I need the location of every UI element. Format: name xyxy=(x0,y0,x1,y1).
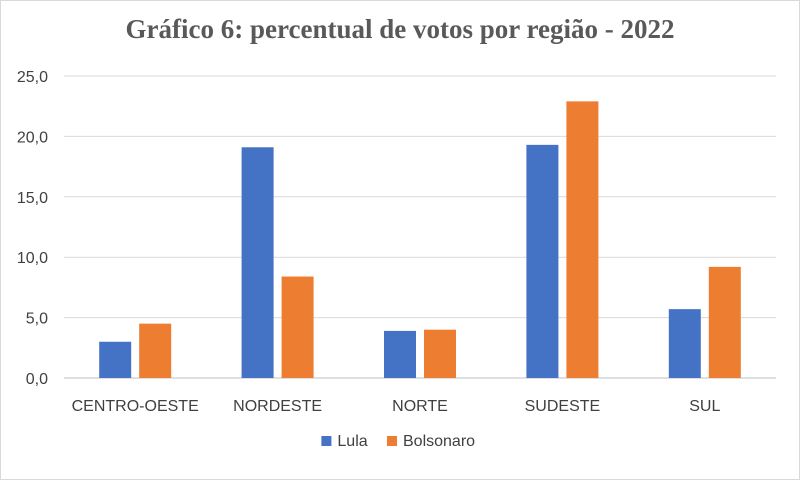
y-tick-label: 20,0 xyxy=(17,129,48,146)
y-tick-label: 5,0 xyxy=(26,311,48,328)
bar-bolsonaro-sudeste xyxy=(566,101,599,379)
x-category-label: NORDESTE xyxy=(233,398,322,415)
legend-label-lula: Lula xyxy=(337,433,367,450)
bar-bolsonaro-norte xyxy=(424,329,456,378)
bar-bolsonaro-nordeste xyxy=(281,276,314,378)
legend-swatch-bolsonaro xyxy=(387,436,397,446)
bar-bolsonaro-centro-oeste xyxy=(139,323,172,378)
gridlines xyxy=(64,75,776,379)
x-category-label: SUL xyxy=(689,398,720,415)
bar-bolsonaro-sul xyxy=(708,266,741,378)
x-category-label: CENTRO-OESTE xyxy=(72,398,199,415)
x-category-label: NORTE xyxy=(392,398,448,415)
legend-swatch-lula xyxy=(321,436,332,446)
y-tick-label: 0,0 xyxy=(26,371,48,388)
bar-lula-sul xyxy=(668,309,701,378)
y-tick-label: 25,0 xyxy=(17,69,48,86)
bar-lula-sudeste xyxy=(526,144,559,378)
bars xyxy=(99,101,741,379)
bar-lula-centro-oeste xyxy=(99,341,132,378)
bar-lula-norte xyxy=(384,330,416,378)
x-category-label: SUDESTE xyxy=(525,398,601,415)
chart-title: Gráfico 6: percentual de votos por regiã… xyxy=(125,14,675,44)
y-tick-label: 15,0 xyxy=(17,190,48,207)
x-axis-categories: CENTRO-OESTE NORDESTE NORTE SUDESTE SUL xyxy=(72,398,721,415)
legend: Lula Bolsonaro xyxy=(321,433,475,450)
y-tick-label: 10,0 xyxy=(17,250,48,267)
bar-lula-nordeste xyxy=(241,147,274,378)
legend-label-bolsonaro: Bolsonaro xyxy=(403,433,475,450)
y-axis-ticks: 0,0 5,0 10,0 15,0 20,0 25,0 xyxy=(17,69,48,388)
